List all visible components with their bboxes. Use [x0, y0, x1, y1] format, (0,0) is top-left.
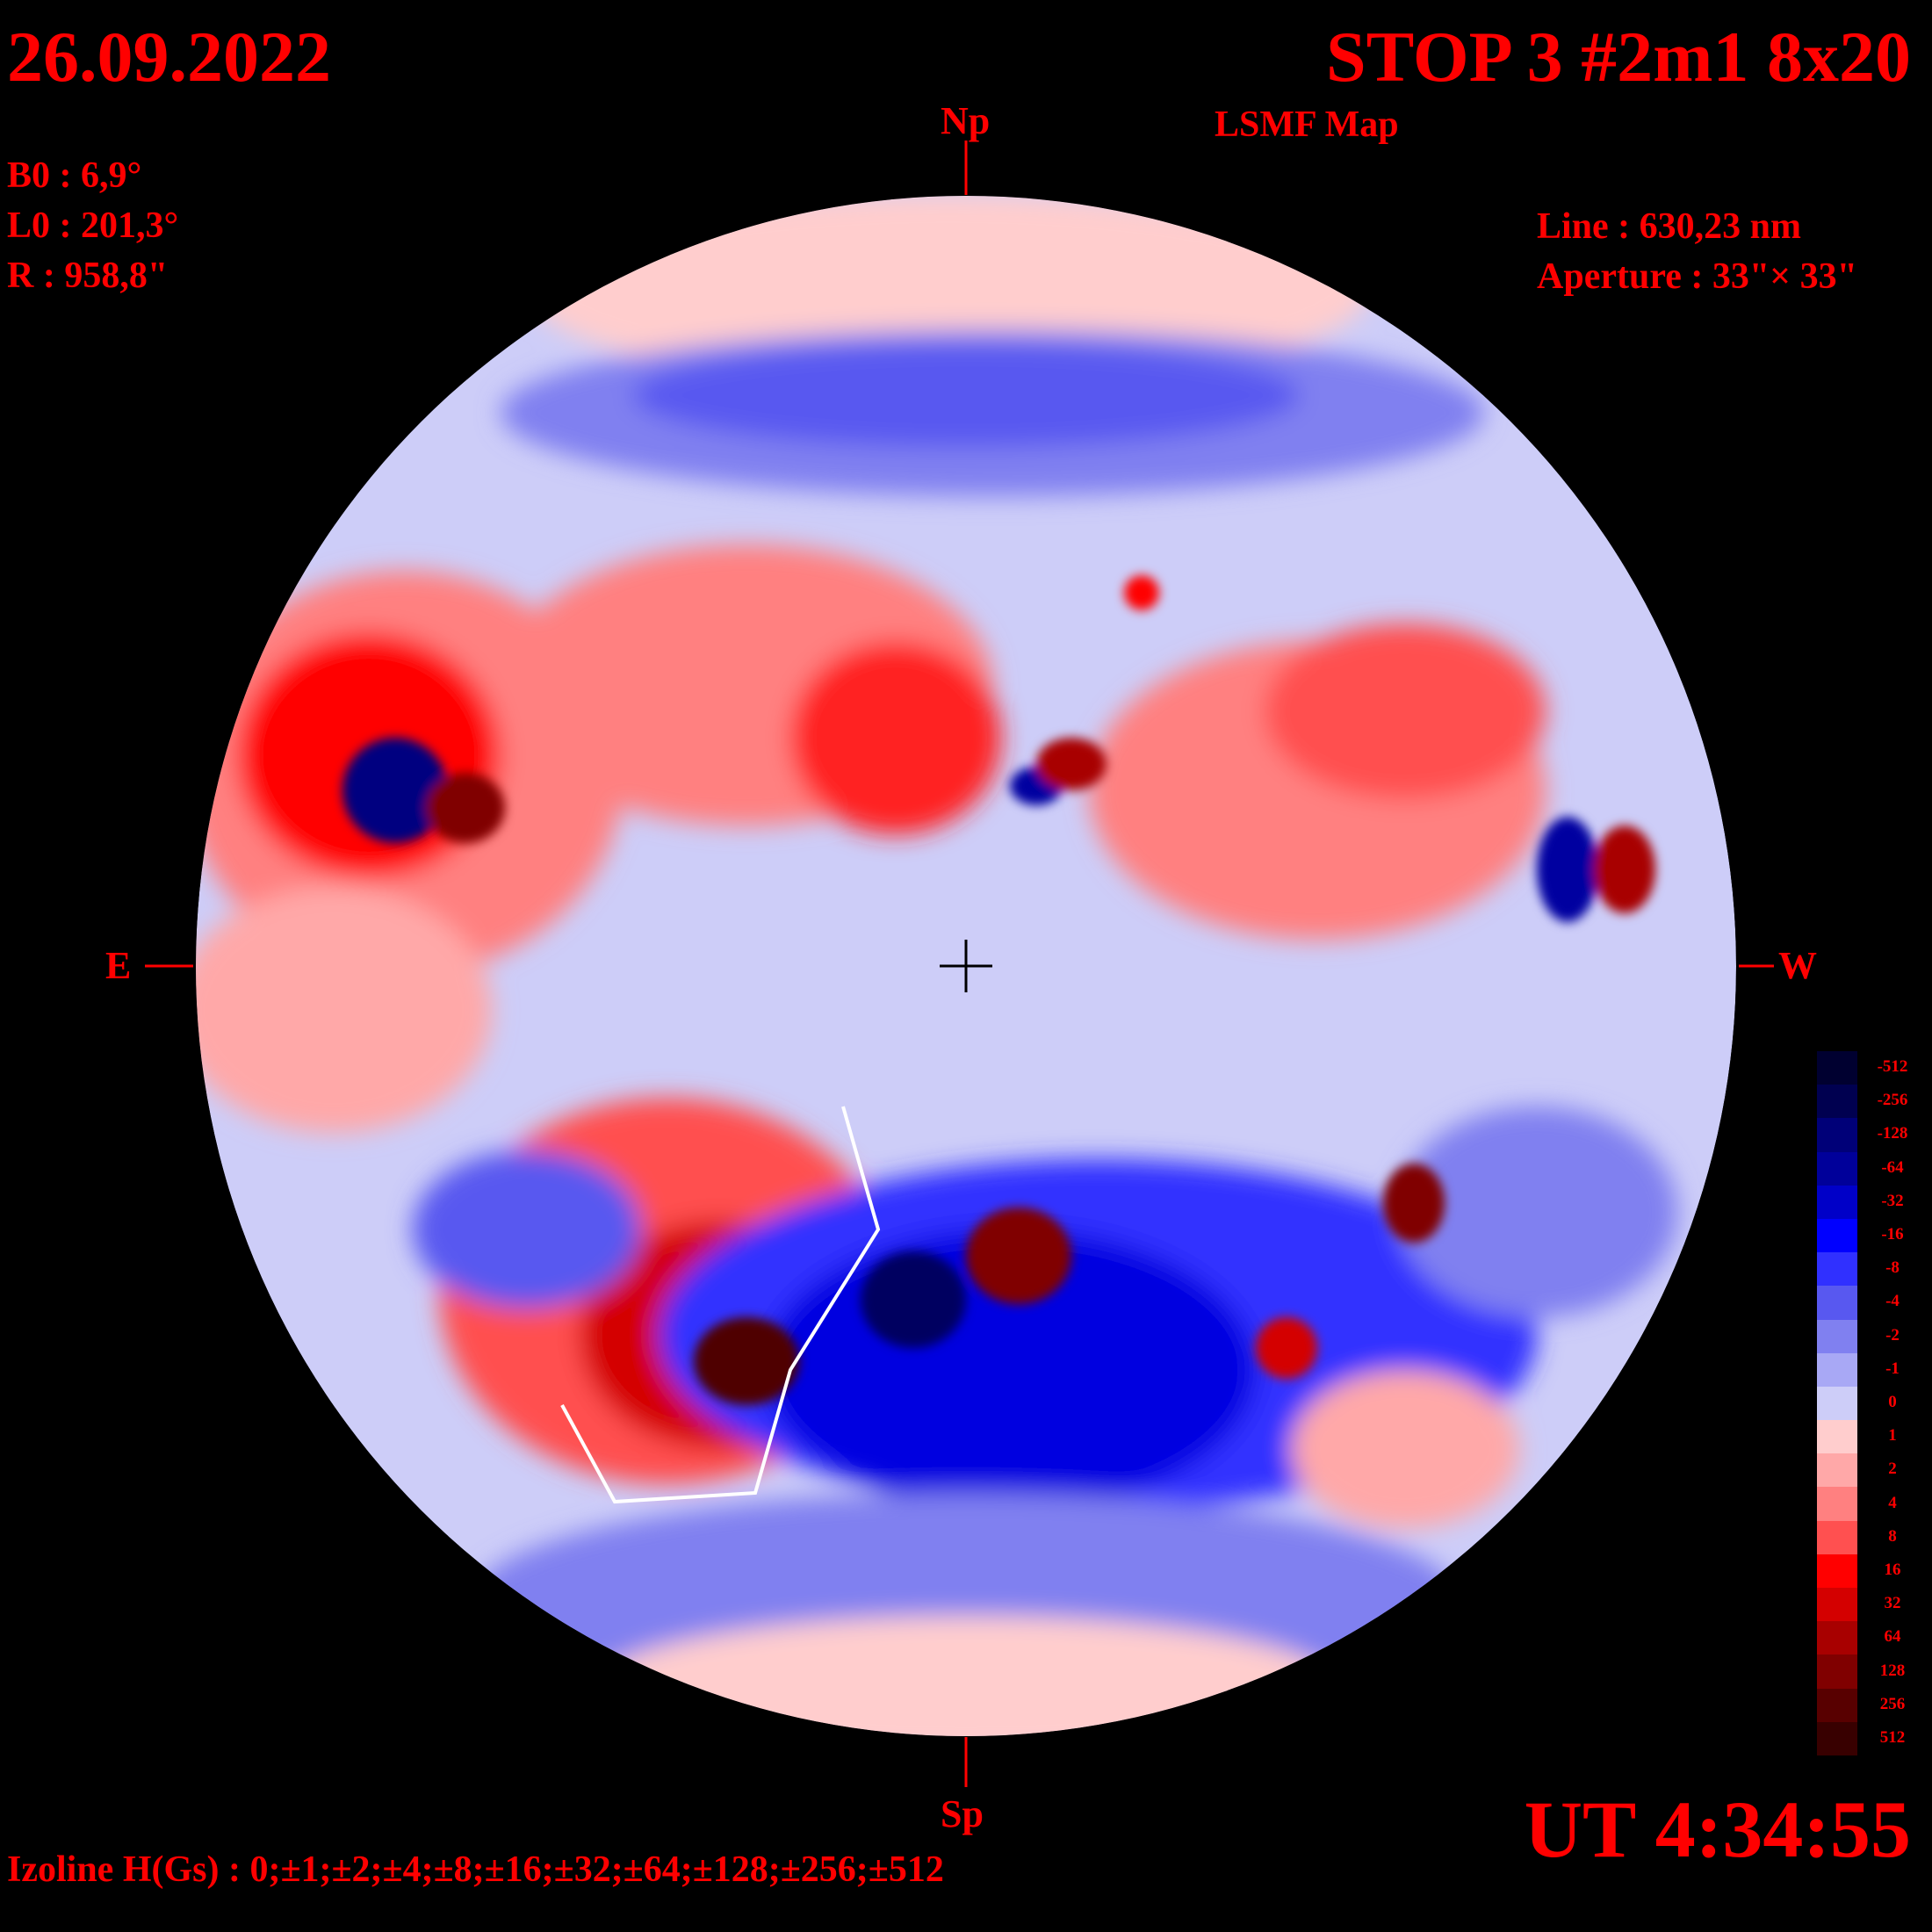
scale-label: -4: [1885, 1292, 1900, 1311]
scale-label: -512: [1877, 1057, 1908, 1077]
color-scale: [1817, 1051, 1857, 1756]
scale-label: -256: [1877, 1091, 1908, 1110]
scale-label: 2: [1888, 1460, 1897, 1479]
scale-label: 4: [1888, 1493, 1897, 1512]
izoline-levels: Izoline H(Gs) : 0;±1;±2;±4;±8;±16;±32;±6…: [7, 1849, 944, 1890]
ut-time: UT 4:34:55: [1524, 1784, 1911, 1874]
map-subtitle: LSMF Map: [1215, 105, 1399, 145]
scale-label: -32: [1881, 1191, 1904, 1210]
scale-label: 128: [1879, 1661, 1906, 1680]
observation-title: STOP 3 #2m1 8x20: [1326, 17, 1911, 97]
scale-swatch: [1817, 1721, 1857, 1756]
scale-swatch: [1817, 1386, 1857, 1421]
west-label: W: [1778, 944, 1817, 987]
east-label: E: [105, 944, 132, 987]
b0-parameter: B0 : 6,9°: [7, 155, 142, 196]
scale-swatch: [1817, 1420, 1857, 1454]
scale-swatch: [1817, 1621, 1857, 1655]
scale-swatch: [1817, 1487, 1857, 1522]
scale-swatch: [1817, 1252, 1857, 1287]
south-pole-label: Sp: [941, 1792, 984, 1835]
radius-parameter: R : 958,8": [7, 256, 169, 296]
scale-swatch: [1817, 1286, 1857, 1321]
scale-swatch: [1817, 1654, 1857, 1690]
scale-swatch: [1817, 1051, 1857, 1085]
observation-date: 26.09.2022: [7, 17, 331, 97]
scale-swatch: [1817, 1185, 1857, 1220]
scale-label: -2: [1885, 1325, 1900, 1344]
scale-label: 16: [1884, 1560, 1901, 1579]
aperture: Aperture : 33"× 33": [1537, 256, 1857, 297]
scale-label: 8: [1888, 1526, 1897, 1546]
spectral-line: Line : 630,23 nm: [1537, 206, 1802, 247]
scale-swatch: [1817, 1520, 1857, 1555]
scale-label: 0: [1888, 1393, 1897, 1411]
scale-label: -1: [1885, 1359, 1900, 1378]
scale-label: 512: [1879, 1727, 1906, 1747]
scale-swatch: [1817, 1588, 1857, 1622]
scale-swatch: [1817, 1218, 1857, 1253]
scale-swatch: [1817, 1352, 1857, 1388]
scale-swatch: [1817, 1453, 1857, 1488]
scale-swatch: [1817, 1151, 1857, 1186]
scale-swatch: [1817, 1118, 1857, 1153]
scale-label: 256: [1879, 1694, 1906, 1713]
scale-swatch: [1817, 1319, 1857, 1354]
l0-parameter: L0 : 201,3°: [7, 205, 179, 246]
scale-label: -128: [1877, 1124, 1908, 1143]
scale-label: -16: [1881, 1225, 1904, 1244]
scale-label: 64: [1884, 1627, 1901, 1647]
scale-label: -64: [1881, 1157, 1904, 1177]
scale-swatch: [1817, 1085, 1857, 1119]
scale-label: 1: [1888, 1426, 1897, 1445]
scale-label: -8: [1885, 1258, 1900, 1278]
scale-swatch: [1817, 1688, 1857, 1723]
scale-swatch: [1817, 1554, 1857, 1589]
north-pole-label: Np: [941, 99, 991, 142]
scale-label: 32: [1884, 1594, 1901, 1613]
